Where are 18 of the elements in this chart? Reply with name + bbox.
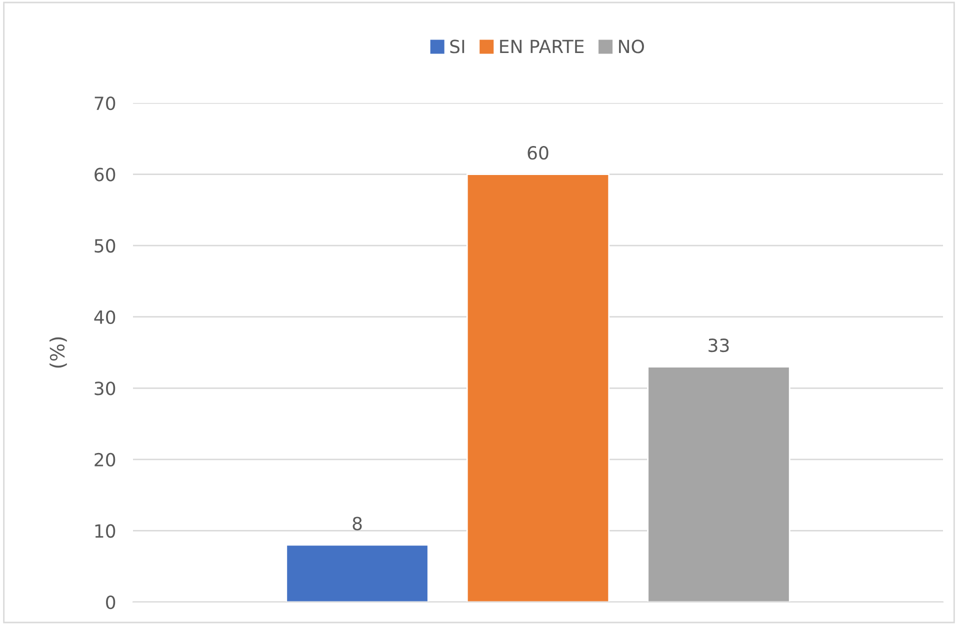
bar xyxy=(466,174,610,602)
y-tick-label: 70 xyxy=(94,96,116,110)
data-label: 33 xyxy=(708,338,729,352)
bar xyxy=(647,366,790,602)
legend-label: SI xyxy=(450,40,464,54)
y-tick-label: 50 xyxy=(94,239,116,253)
legend-label: EN PARTE xyxy=(500,40,584,54)
data-label: 60 xyxy=(528,146,548,160)
y-tick-label: 40 xyxy=(94,310,116,324)
data-label: 8 xyxy=(352,516,362,530)
legend-label: NO xyxy=(619,40,644,54)
y-tick-label: 30 xyxy=(94,382,116,396)
y-tick-label: 60 xyxy=(94,168,116,182)
y-axis-title: (%) xyxy=(50,337,67,368)
y-tick-label: 10 xyxy=(95,524,116,538)
y-tick-label: 20 xyxy=(94,452,116,467)
y-tick-label: 0 xyxy=(106,595,116,610)
bar xyxy=(286,544,429,602)
